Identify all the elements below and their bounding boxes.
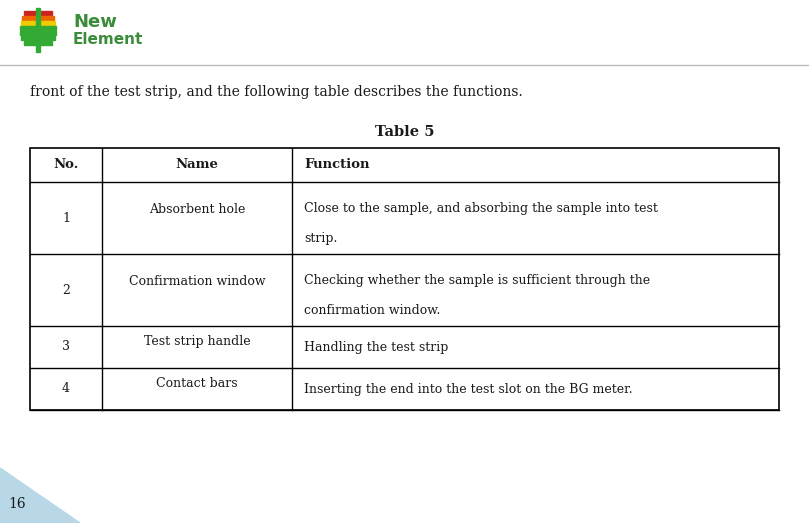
Text: Contact bars: Contact bars [156,378,238,391]
Bar [24,40,52,44]
Text: 3: 3 [62,340,70,354]
Text: Inserting the end into the test slot on the BG meter.: Inserting the end into the test slot on … [304,382,633,395]
Bar [22,16,54,19]
Bar [30,148,779,410]
Text: 1: 1 [62,211,70,224]
Text: confirmation window.: confirmation window. [304,304,440,317]
Text: Handling the test strip: Handling the test strip [304,340,448,354]
Text: strip.: strip. [304,232,337,245]
Text: Table 5: Table 5 [375,125,434,139]
Text: 4: 4 [62,382,70,395]
Text: Checking whether the sample is sufficient through the: Checking whether the sample is sufficien… [304,274,650,287]
Bar [36,8,40,52]
Text: Element: Element [73,32,143,48]
Text: 16: 16 [8,497,26,511]
Text: Test strip handle: Test strip handle [144,335,250,348]
Text: Name: Name [176,158,218,172]
Text: Close to the sample, and absorbing the sample into test: Close to the sample, and absorbing the s… [304,202,658,215]
Bar [21,20,55,25]
Text: Function: Function [304,158,370,172]
Text: No.: No. [53,158,78,172]
Text: Absorbent hole: Absorbent hole [149,203,245,216]
Bar [20,30,56,35]
Bar [20,26,56,29]
Bar [24,10,52,15]
Bar [21,36,55,40]
Text: Confirmation window: Confirmation window [129,275,265,288]
Text: front of the test strip, and the following table describes the functions.: front of the test strip, and the followi… [30,85,523,99]
Polygon shape [0,468,80,523]
Text: 2: 2 [62,283,70,297]
Text: New: New [73,13,116,31]
